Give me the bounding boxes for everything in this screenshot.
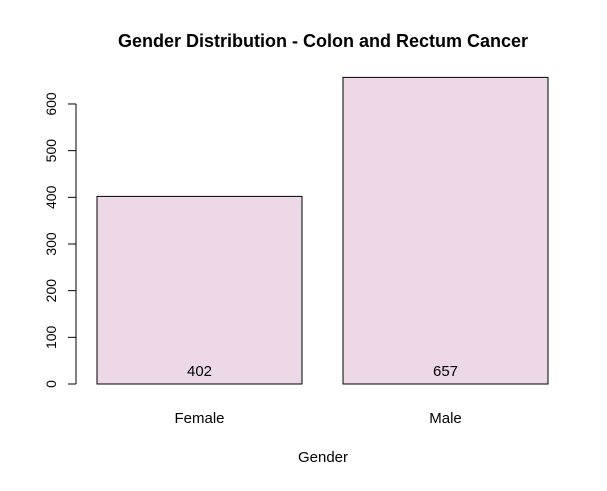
bar-female bbox=[96, 195, 303, 385]
y-tick-label: 300 bbox=[43, 232, 59, 256]
x-category-label: Male bbox=[429, 410, 462, 427]
y-tick-label: 200 bbox=[43, 279, 59, 303]
x-category-label: Female bbox=[174, 410, 224, 427]
chart-title: Gender Distribution - Colon and Rectum C… bbox=[118, 31, 528, 51]
bar-male bbox=[342, 76, 549, 385]
x-axis-labels: Female Male bbox=[174, 410, 461, 427]
x-axis-label: Gender bbox=[298, 449, 348, 466]
data-label: 657 bbox=[433, 363, 458, 380]
y-axis: 0 100 200 300 400 500 600 bbox=[43, 92, 77, 388]
bars: 402 657 bbox=[96, 76, 549, 385]
y-tick-label: 400 bbox=[43, 185, 59, 209]
data-label: 402 bbox=[187, 363, 212, 380]
y-tick-label: 600 bbox=[43, 92, 59, 116]
y-tick-label: 0 bbox=[43, 380, 59, 388]
y-tick-label: 100 bbox=[43, 325, 59, 349]
y-tick-label: 500 bbox=[43, 139, 59, 163]
